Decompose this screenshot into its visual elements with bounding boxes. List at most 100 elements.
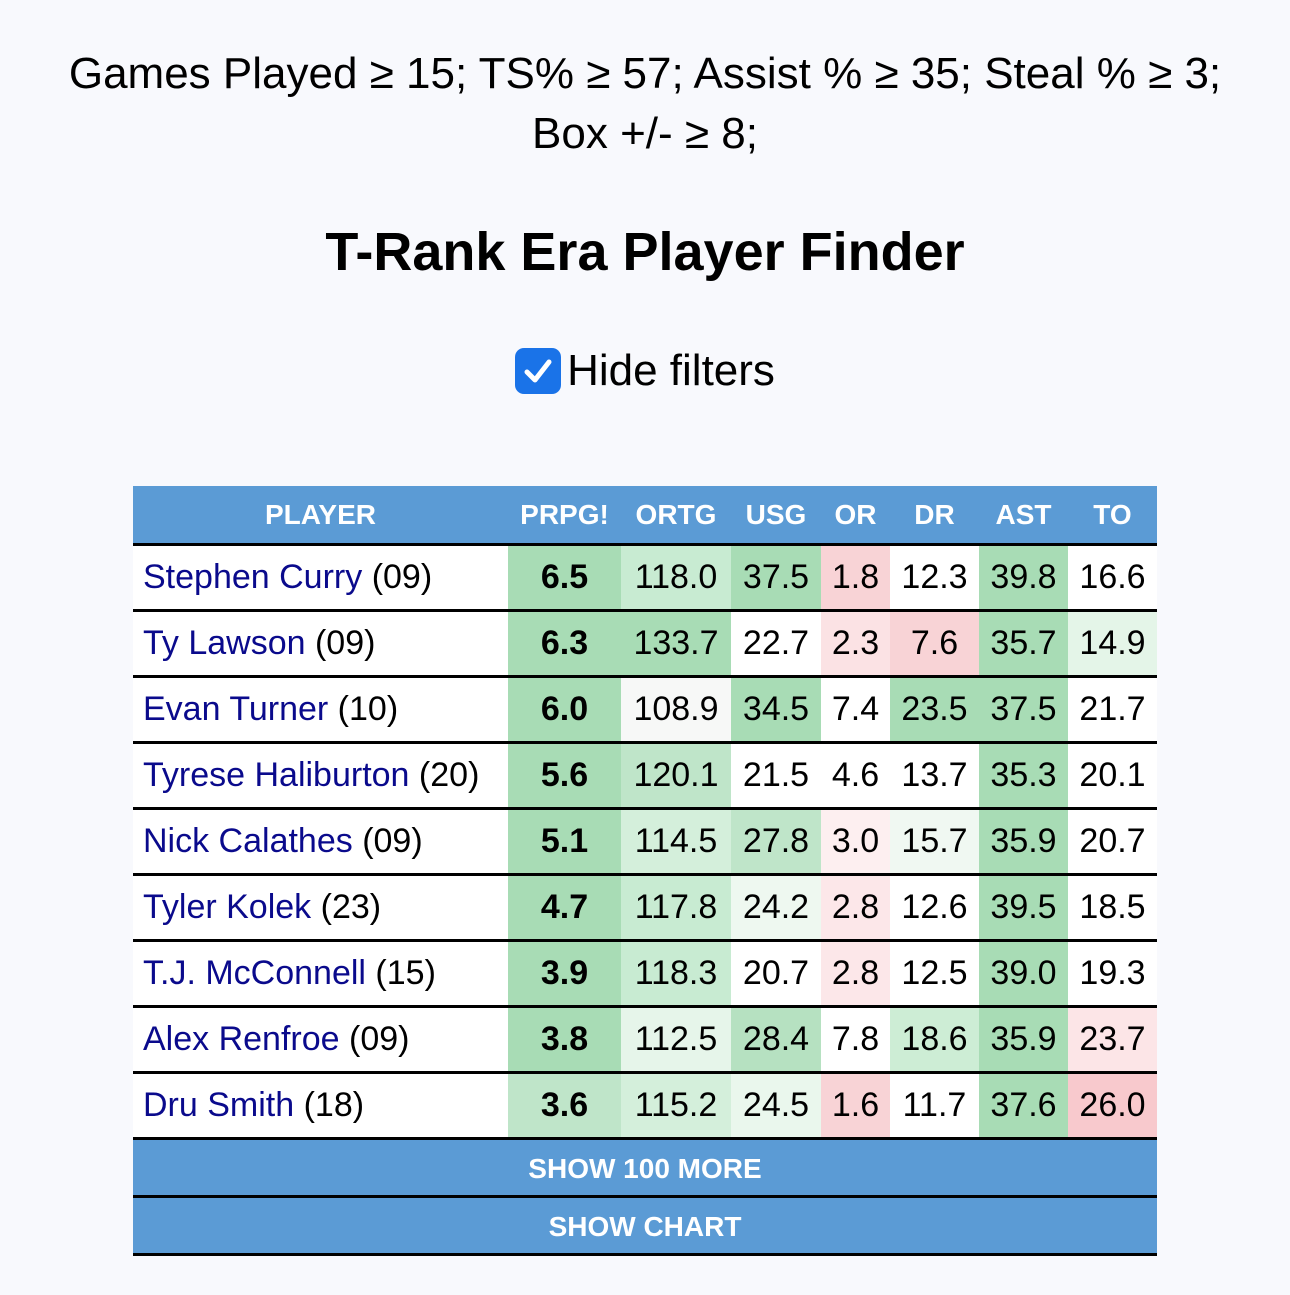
- player-name-link[interactable]: Evan Turner: [143, 690, 329, 728]
- player-year: (09): [349, 1020, 410, 1058]
- to-cell: 26.0: [1068, 1072, 1157, 1140]
- ortg-cell: 118.3: [621, 940, 731, 1008]
- prpg-cell: 4.7: [508, 874, 621, 942]
- hide-filters-toggle[interactable]: Hide filters: [0, 346, 1290, 396]
- or-cell: 2.3: [821, 610, 890, 678]
- dr-cell: 12.5: [890, 940, 979, 1008]
- column-header-ortg[interactable]: ORTG: [621, 486, 731, 546]
- ast-cell: 37.6: [979, 1072, 1068, 1140]
- player-name-link[interactable]: Tyler Kolek: [143, 888, 312, 926]
- usg-cell: 34.5: [731, 676, 821, 744]
- table-row: T.J. McConnell (15) 3.9 118.3 20.7 2.8 12.5 39…: [133, 940, 1157, 1008]
- ortg-cell: 118.0: [621, 544, 731, 612]
- hide-filters-label: Hide filters: [567, 346, 775, 395]
- usg-cell: 37.5: [731, 544, 821, 612]
- column-header-usg[interactable]: USG: [731, 486, 821, 546]
- or-cell: 7.8: [821, 1006, 890, 1074]
- player-cell: Evan Turner (10): [133, 676, 508, 744]
- column-header-to[interactable]: TO: [1068, 486, 1157, 546]
- ast-cell: 37.5: [979, 676, 1068, 744]
- spacer: [306, 624, 315, 662]
- or-cell: 1.6: [821, 1072, 890, 1140]
- usg-cell: 21.5: [731, 742, 821, 810]
- prpg-cell: 5.6: [508, 742, 621, 810]
- prpg-cell: 3.6: [508, 1072, 621, 1140]
- to-cell: 20.1: [1068, 742, 1157, 810]
- player-year: (10): [337, 690, 399, 728]
- player-name-link[interactable]: T.J. McConnell: [143, 954, 366, 992]
- ortg-cell: 114.5: [621, 808, 731, 876]
- spacer: [311, 888, 320, 926]
- page-title: T-Rank Era Player Finder: [325, 222, 965, 282]
- ast-cell: 35.9: [979, 808, 1068, 876]
- ast-cell: 39.8: [979, 544, 1068, 612]
- player-cell: Dru Smith (18): [133, 1072, 508, 1140]
- column-header-prpg[interactable]: PRPG!: [508, 486, 621, 546]
- ortg-cell: 108.9: [621, 676, 731, 744]
- ortg-cell: 133.7: [621, 610, 731, 678]
- ast-cell: 39.0: [979, 940, 1068, 1008]
- to-cell: 23.7: [1068, 1006, 1157, 1074]
- to-cell: 18.5: [1068, 874, 1157, 942]
- table-row: Nick Calathes (09) 5.1 114.5 27.8 3.0 15.7 35.…: [133, 808, 1157, 876]
- ortg-cell: 120.1: [621, 742, 731, 810]
- column-header-ast[interactable]: AST: [979, 486, 1068, 546]
- usg-cell: 27.8: [731, 808, 821, 876]
- prpg-cell: 6.3: [508, 610, 621, 678]
- table-row: Tyrese Haliburton (20) 5.6 120.1 21.5 4.6 13.…: [133, 742, 1157, 810]
- player-cell: Nick Calathes (09): [133, 808, 508, 876]
- or-cell: 3.0: [821, 808, 890, 876]
- dr-cell: 12.3: [890, 544, 979, 612]
- spacer: [366, 954, 375, 992]
- ast-cell: 35.7: [979, 610, 1068, 678]
- table-row: Alex Renfroe (09) 3.8 112.5 28.4 7.8 18.6 35.9…: [133, 1006, 1157, 1074]
- player-cell: Stephen Curry (09): [133, 544, 508, 612]
- or-cell: 2.8: [821, 874, 890, 942]
- usg-cell: 22.7: [731, 610, 821, 678]
- usg-cell: 24.5: [731, 1072, 821, 1140]
- ortg-cell: 115.2: [621, 1072, 731, 1140]
- prpg-cell: 6.0: [508, 676, 621, 744]
- table-row: Evan Turner (10) 6.0 108.9 34.5 7.4 23.5 37.5 2…: [133, 676, 1157, 744]
- results-table: PLAYER PRPG! ORTG USG OR DR AST TO Steph…: [133, 486, 1157, 1140]
- ortg-cell: 117.8: [621, 874, 731, 942]
- player-year: (18): [303, 1086, 365, 1124]
- player-name-link[interactable]: Tyrese Haliburton: [143, 756, 410, 794]
- player-name-link[interactable]: Ty Lawson: [143, 624, 306, 662]
- spacer: [353, 822, 362, 860]
- filter-summary: Games Played ≥ 15; TS% ≥ 57; Assist % ≥ …: [0, 44, 1290, 164]
- column-header-dr[interactable]: DR: [890, 486, 979, 546]
- or-cell: 2.8: [821, 940, 890, 1008]
- player-name-link[interactable]: Stephen Curry: [143, 558, 363, 596]
- usg-cell: 24.2: [731, 874, 821, 942]
- column-header-or[interactable]: OR: [821, 486, 890, 546]
- show-chart-button[interactable]: SHOW CHART: [133, 1198, 1157, 1256]
- player-cell: Tyrese Haliburton (20): [133, 742, 508, 810]
- dr-cell: 12.6: [890, 874, 979, 942]
- table-row: Stephen Curry (09) 6.5 118.0 37.5 1.8 12.3 39.…: [133, 544, 1157, 612]
- spacer: [328, 690, 337, 728]
- spacer: [409, 756, 418, 794]
- filter-summary-line-1: Games Played ≥ 15; TS% ≥ 57; Assist % ≥ …: [68, 49, 1222, 98]
- column-header-player[interactable]: PLAYER: [133, 486, 508, 546]
- results-table-container: PLAYER PRPG! ORTG USG OR DR AST TO Steph…: [133, 486, 1157, 1256]
- to-cell: 19.3: [1068, 940, 1157, 1008]
- table-header-row: PLAYER PRPG! ORTG USG OR DR AST TO: [133, 486, 1157, 546]
- player-year: (09): [362, 822, 423, 860]
- player-name-link[interactable]: Alex Renfroe: [143, 1020, 340, 1058]
- filter-summary-line-2: Box +/- ≥ 8;: [532, 109, 758, 158]
- hide-filters-checkbox[interactable]: [515, 348, 562, 394]
- player-name-link[interactable]: Dru Smith: [143, 1086, 295, 1124]
- dr-cell: 18.6: [890, 1006, 979, 1074]
- show-more-button[interactable]: SHOW 100 MORE: [133, 1140, 1157, 1198]
- prpg-cell: 3.9: [508, 940, 621, 1008]
- dr-cell: 13.7: [890, 742, 979, 810]
- ast-cell: 35.3: [979, 742, 1068, 810]
- to-cell: 16.6: [1068, 544, 1157, 612]
- or-cell: 1.8: [821, 544, 890, 612]
- player-name-link[interactable]: Nick Calathes: [143, 822, 353, 860]
- prpg-cell: 3.8: [508, 1006, 621, 1074]
- or-cell: 7.4: [821, 676, 890, 744]
- ast-cell: 35.9: [979, 1006, 1068, 1074]
- player-year: (20): [418, 756, 480, 794]
